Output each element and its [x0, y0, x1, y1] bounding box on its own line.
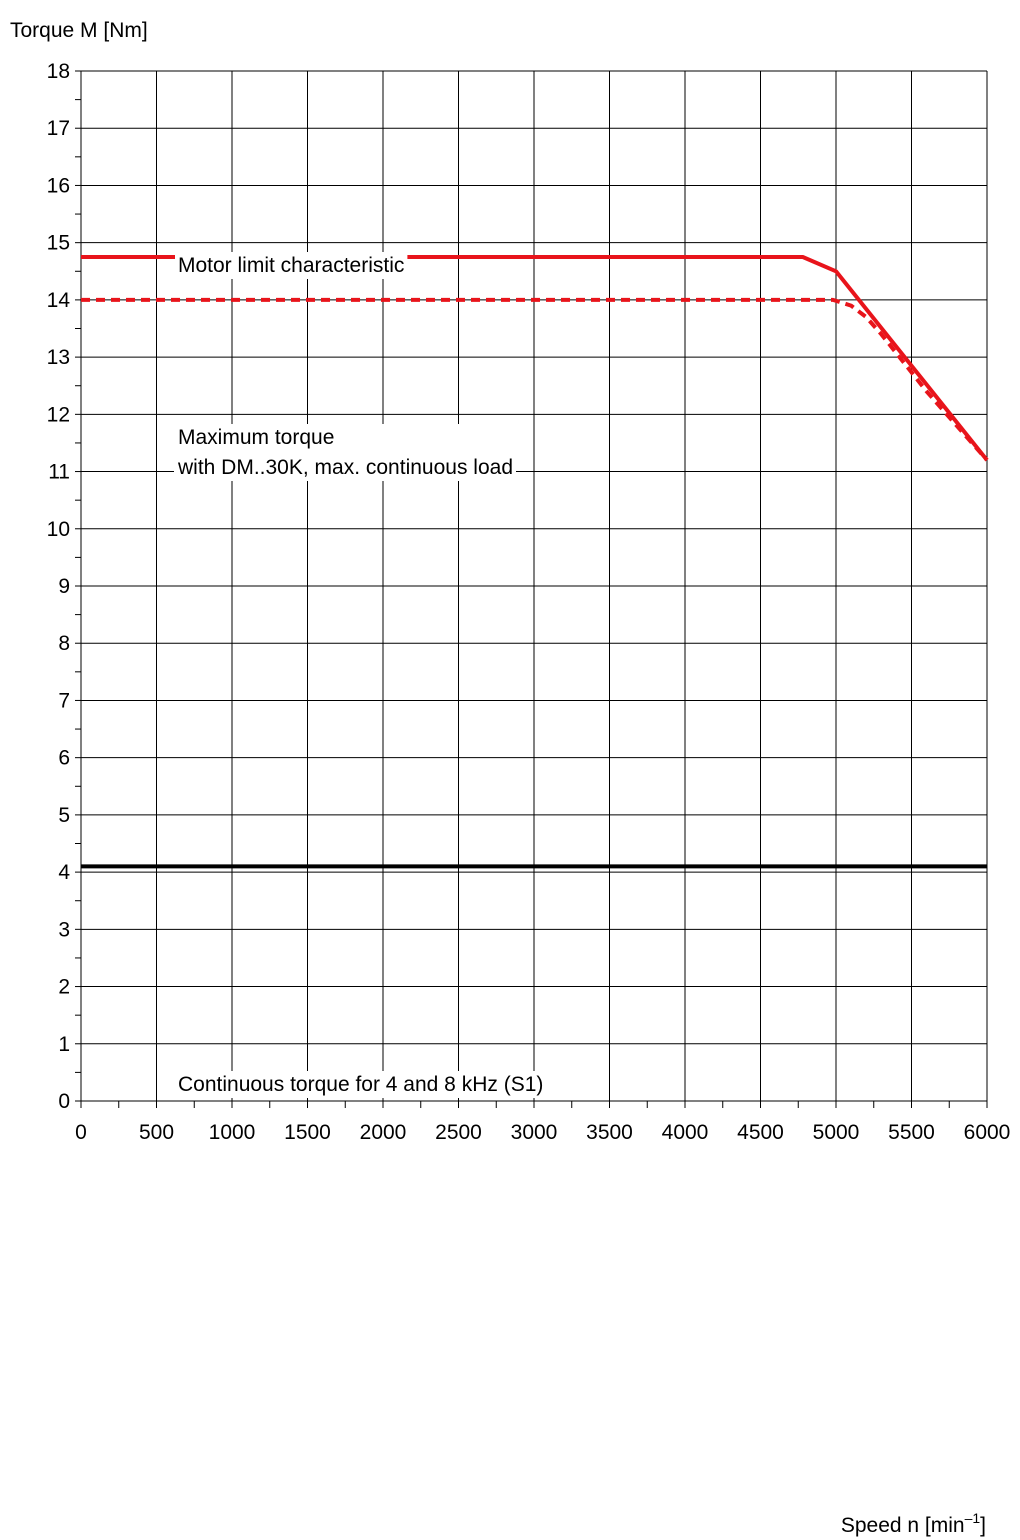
series-layer: [81, 255, 989, 869]
annotation-text: Motor limit characteristic: [178, 254, 404, 277]
x-tick-label: 2500: [435, 1121, 482, 1144]
y-tick-label: 11: [48, 461, 70, 484]
label-layer: Motor limit characteristic Maximum torque…: [174, 252, 547, 1098]
y-tick-label: 17: [47, 117, 70, 140]
y-tick-label: 4: [58, 861, 70, 884]
x-tick-label: 2000: [360, 1121, 407, 1144]
y-tick-label: 1: [58, 1033, 70, 1056]
y-axis-title: Torque M [Nm]: [10, 19, 148, 42]
tick-layer: 0 500 1000 1500 2000 2500 3000 3500 4000 4500 5000…: [47, 60, 1011, 1144]
annotation-background: [175, 252, 408, 279]
annotation-line: Maximum torque: [178, 426, 334, 449]
annotation-text: Continuous torque for 4 and 8 kHz (S1): [178, 1073, 543, 1096]
y-tick-label: 10: [47, 518, 70, 541]
x-tick-label: 3500: [586, 1121, 633, 1144]
x-axis-title-base: Speed n [min: [841, 1514, 965, 1537]
y-tick-label: 16: [47, 174, 70, 197]
y-tick-label: 5: [58, 804, 70, 827]
y-tick-label: 12: [47, 403, 70, 426]
x-tick-label: 6000: [964, 1121, 1011, 1144]
x-axis-title-close: ]: [980, 1514, 986, 1537]
annotation-label: Motor limit characteristic: [175, 252, 408, 279]
annotation-label: Continuous torque for 4 and 8 kHz (S1): [175, 1071, 547, 1098]
annotation-background: [174, 424, 516, 481]
y-tick-label: 14: [47, 289, 71, 312]
annotation-line: with DM..30K, max. continuous load: [177, 456, 513, 479]
x-axis-title-superscript: –1: [965, 1510, 981, 1526]
y-tick-label: 18: [47, 60, 70, 83]
annotation-line: Motor limit characteristic: [178, 254, 404, 277]
x-tick-label: 1500: [284, 1121, 331, 1144]
x-tick-label: 4000: [662, 1121, 709, 1144]
annotation-line: Continuous torque for 4 and 8 kHz (S1): [178, 1073, 543, 1096]
y-tick-label: 9: [58, 575, 70, 598]
x-axis-title: Speed n [min–1]: [841, 1510, 986, 1537]
annotation-label: Maximum torque with DM..30K, max. continu…: [174, 424, 516, 481]
y-tick-label: 15: [47, 232, 70, 255]
y-tick-label: 0: [58, 1090, 70, 1113]
x-tick-label: 3000: [511, 1121, 558, 1144]
x-tick-label: 500: [139, 1121, 174, 1144]
y-tick-label: 3: [58, 918, 70, 941]
y-tick-label: 2: [58, 976, 70, 999]
x-tick-label: 1000: [209, 1121, 256, 1144]
x-tick-label: 5500: [888, 1121, 935, 1144]
y-tick-label: 6: [58, 747, 70, 770]
annotation-background: [175, 1071, 547, 1098]
x-tick-label: 4500: [737, 1121, 784, 1144]
y-tick-label: 8: [58, 632, 70, 655]
series-line: [81, 255, 989, 462]
x-tick-label: 0: [75, 1121, 87, 1144]
y-tick-label: 7: [58, 689, 70, 712]
y-tick-label: 13: [47, 346, 70, 369]
annotation-text: Maximum torque with DM..30K, max. continu…: [177, 426, 513, 479]
series-line: [81, 297, 989, 462]
x-tick-label: 5000: [813, 1121, 860, 1144]
